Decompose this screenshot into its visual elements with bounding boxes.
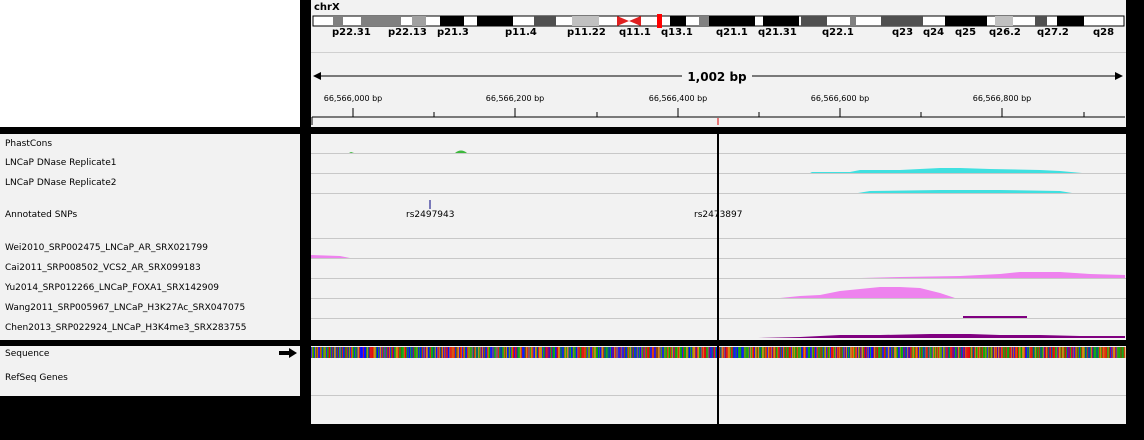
ruler-tick-label: 66,566,800 bp bbox=[972, 94, 1032, 103]
track-name-dnase-rep1[interactable]: LNCaP DNase Replicate1 bbox=[5, 158, 117, 168]
band-segment bbox=[763, 16, 799, 26]
track-name-cai2011-ar[interactable]: Cai2011_SRP008502_VCS2_AR_SRX099183 bbox=[5, 263, 201, 273]
band-segment bbox=[881, 16, 923, 26]
band-segment bbox=[1035, 16, 1047, 26]
phastcons-signal bbox=[455, 150, 467, 153]
track-name-annotated-snps[interactable]: Annotated SNPs bbox=[5, 210, 78, 220]
band-segment bbox=[572, 16, 599, 26]
dnase-rep2-signal bbox=[858, 190, 1072, 193]
band-label: p22.31 bbox=[332, 27, 371, 38]
band-label: q27.2 bbox=[1037, 27, 1069, 38]
band-label: q28 bbox=[1093, 27, 1115, 38]
band-label: q13.1 bbox=[661, 27, 693, 38]
track-name-refseq-genes[interactable]: RefSeq Genes bbox=[5, 373, 68, 383]
dnase-rep1-signal bbox=[810, 168, 1082, 173]
band-segment bbox=[850, 16, 856, 26]
feature-track-name-panel bbox=[0, 346, 300, 396]
center-line bbox=[717, 134, 719, 424]
band-segment bbox=[945, 16, 987, 26]
span-divider bbox=[311, 52, 1126, 53]
span-arrow bbox=[313, 72, 1123, 80]
track-name-yu2014-foxa1[interactable]: Yu2014_SRP012266_LNCaP_FOXA1_SRX142909 bbox=[5, 283, 220, 293]
sequence-strand-arrow-icon[interactable] bbox=[279, 348, 297, 358]
band-segment bbox=[699, 16, 709, 26]
track-name-sequence[interactable]: Sequence bbox=[5, 349, 50, 359]
band-label: q22.1 bbox=[822, 27, 854, 38]
band-segment bbox=[361, 16, 401, 26]
band-segment bbox=[440, 16, 464, 26]
band-label: q21.31 bbox=[758, 27, 797, 38]
cai2011-signal bbox=[861, 272, 1125, 278]
ruler-tick-label: 66,566,600 bp bbox=[810, 94, 870, 103]
current-region-marker bbox=[657, 14, 662, 28]
span-length-label: 1,002 bp bbox=[687, 70, 747, 84]
phastcons-signal bbox=[349, 152, 354, 153]
chromosome-name: chrX bbox=[314, 2, 340, 13]
snp-label[interactable]: rs2497943 bbox=[406, 210, 455, 220]
band-label: q21.1 bbox=[716, 27, 748, 38]
centromere-right bbox=[629, 16, 641, 26]
band-segment bbox=[1057, 16, 1084, 26]
band-label: q23 bbox=[892, 27, 914, 38]
coordinate-ruler[interactable] bbox=[0, 105, 1144, 125]
band-label: q11.1 bbox=[619, 27, 651, 38]
band-label: q26.2 bbox=[989, 27, 1021, 38]
band-segment bbox=[534, 16, 556, 26]
band-segment bbox=[801, 16, 827, 26]
track-name-dnase-rep2[interactable]: LNCaP DNase Replicate2 bbox=[5, 178, 117, 188]
wei2010-signal bbox=[311, 255, 350, 258]
track-name-phastcons[interactable]: PhastCons bbox=[5, 139, 53, 149]
band-segment bbox=[709, 16, 755, 26]
band-label: p11.22 bbox=[567, 27, 606, 38]
data-track-name-panel bbox=[0, 134, 300, 340]
band-segment bbox=[995, 16, 1013, 26]
ruler-tick-label: 66,566,000 bp bbox=[323, 94, 383, 103]
band-label: q25 bbox=[955, 27, 977, 38]
ruler-tick-label: 66,566,400 bp bbox=[648, 94, 708, 103]
centromere-left bbox=[617, 16, 629, 26]
sequence-track bbox=[311, 347, 1126, 358]
header-name-panel bbox=[0, 0, 300, 127]
track-name-chen2013-h3k4me3[interactable]: Chen2013_SRP022924_LNCaP_H3K4me3_SRX2837… bbox=[5, 323, 247, 333]
band-segment bbox=[670, 16, 686, 26]
band-label: q24 bbox=[923, 27, 945, 38]
band-label: p22.13 bbox=[388, 27, 427, 38]
chen2013-signal bbox=[758, 334, 1125, 338]
track-name-wei2010-ar[interactable]: Wei2010_SRP002475_LNCaP_AR_SRX021799 bbox=[5, 243, 208, 253]
band-segment bbox=[477, 16, 513, 26]
chromosome-ideogram[interactable] bbox=[0, 0, 1144, 30]
wang2011-signal bbox=[963, 316, 1027, 318]
band-label: p21.3 bbox=[437, 27, 469, 38]
track-name-wang2011-h3k27ac[interactable]: Wang2011_SRP005967_LNCaP_H3K27Ac_SRX0470… bbox=[5, 303, 246, 313]
band-segment bbox=[412, 16, 426, 26]
band-segment bbox=[333, 16, 343, 26]
yu2014-signal bbox=[780, 287, 955, 298]
band-label: p11.4 bbox=[505, 27, 537, 38]
ruler-tick-label: 66,566,200 bp bbox=[485, 94, 545, 103]
